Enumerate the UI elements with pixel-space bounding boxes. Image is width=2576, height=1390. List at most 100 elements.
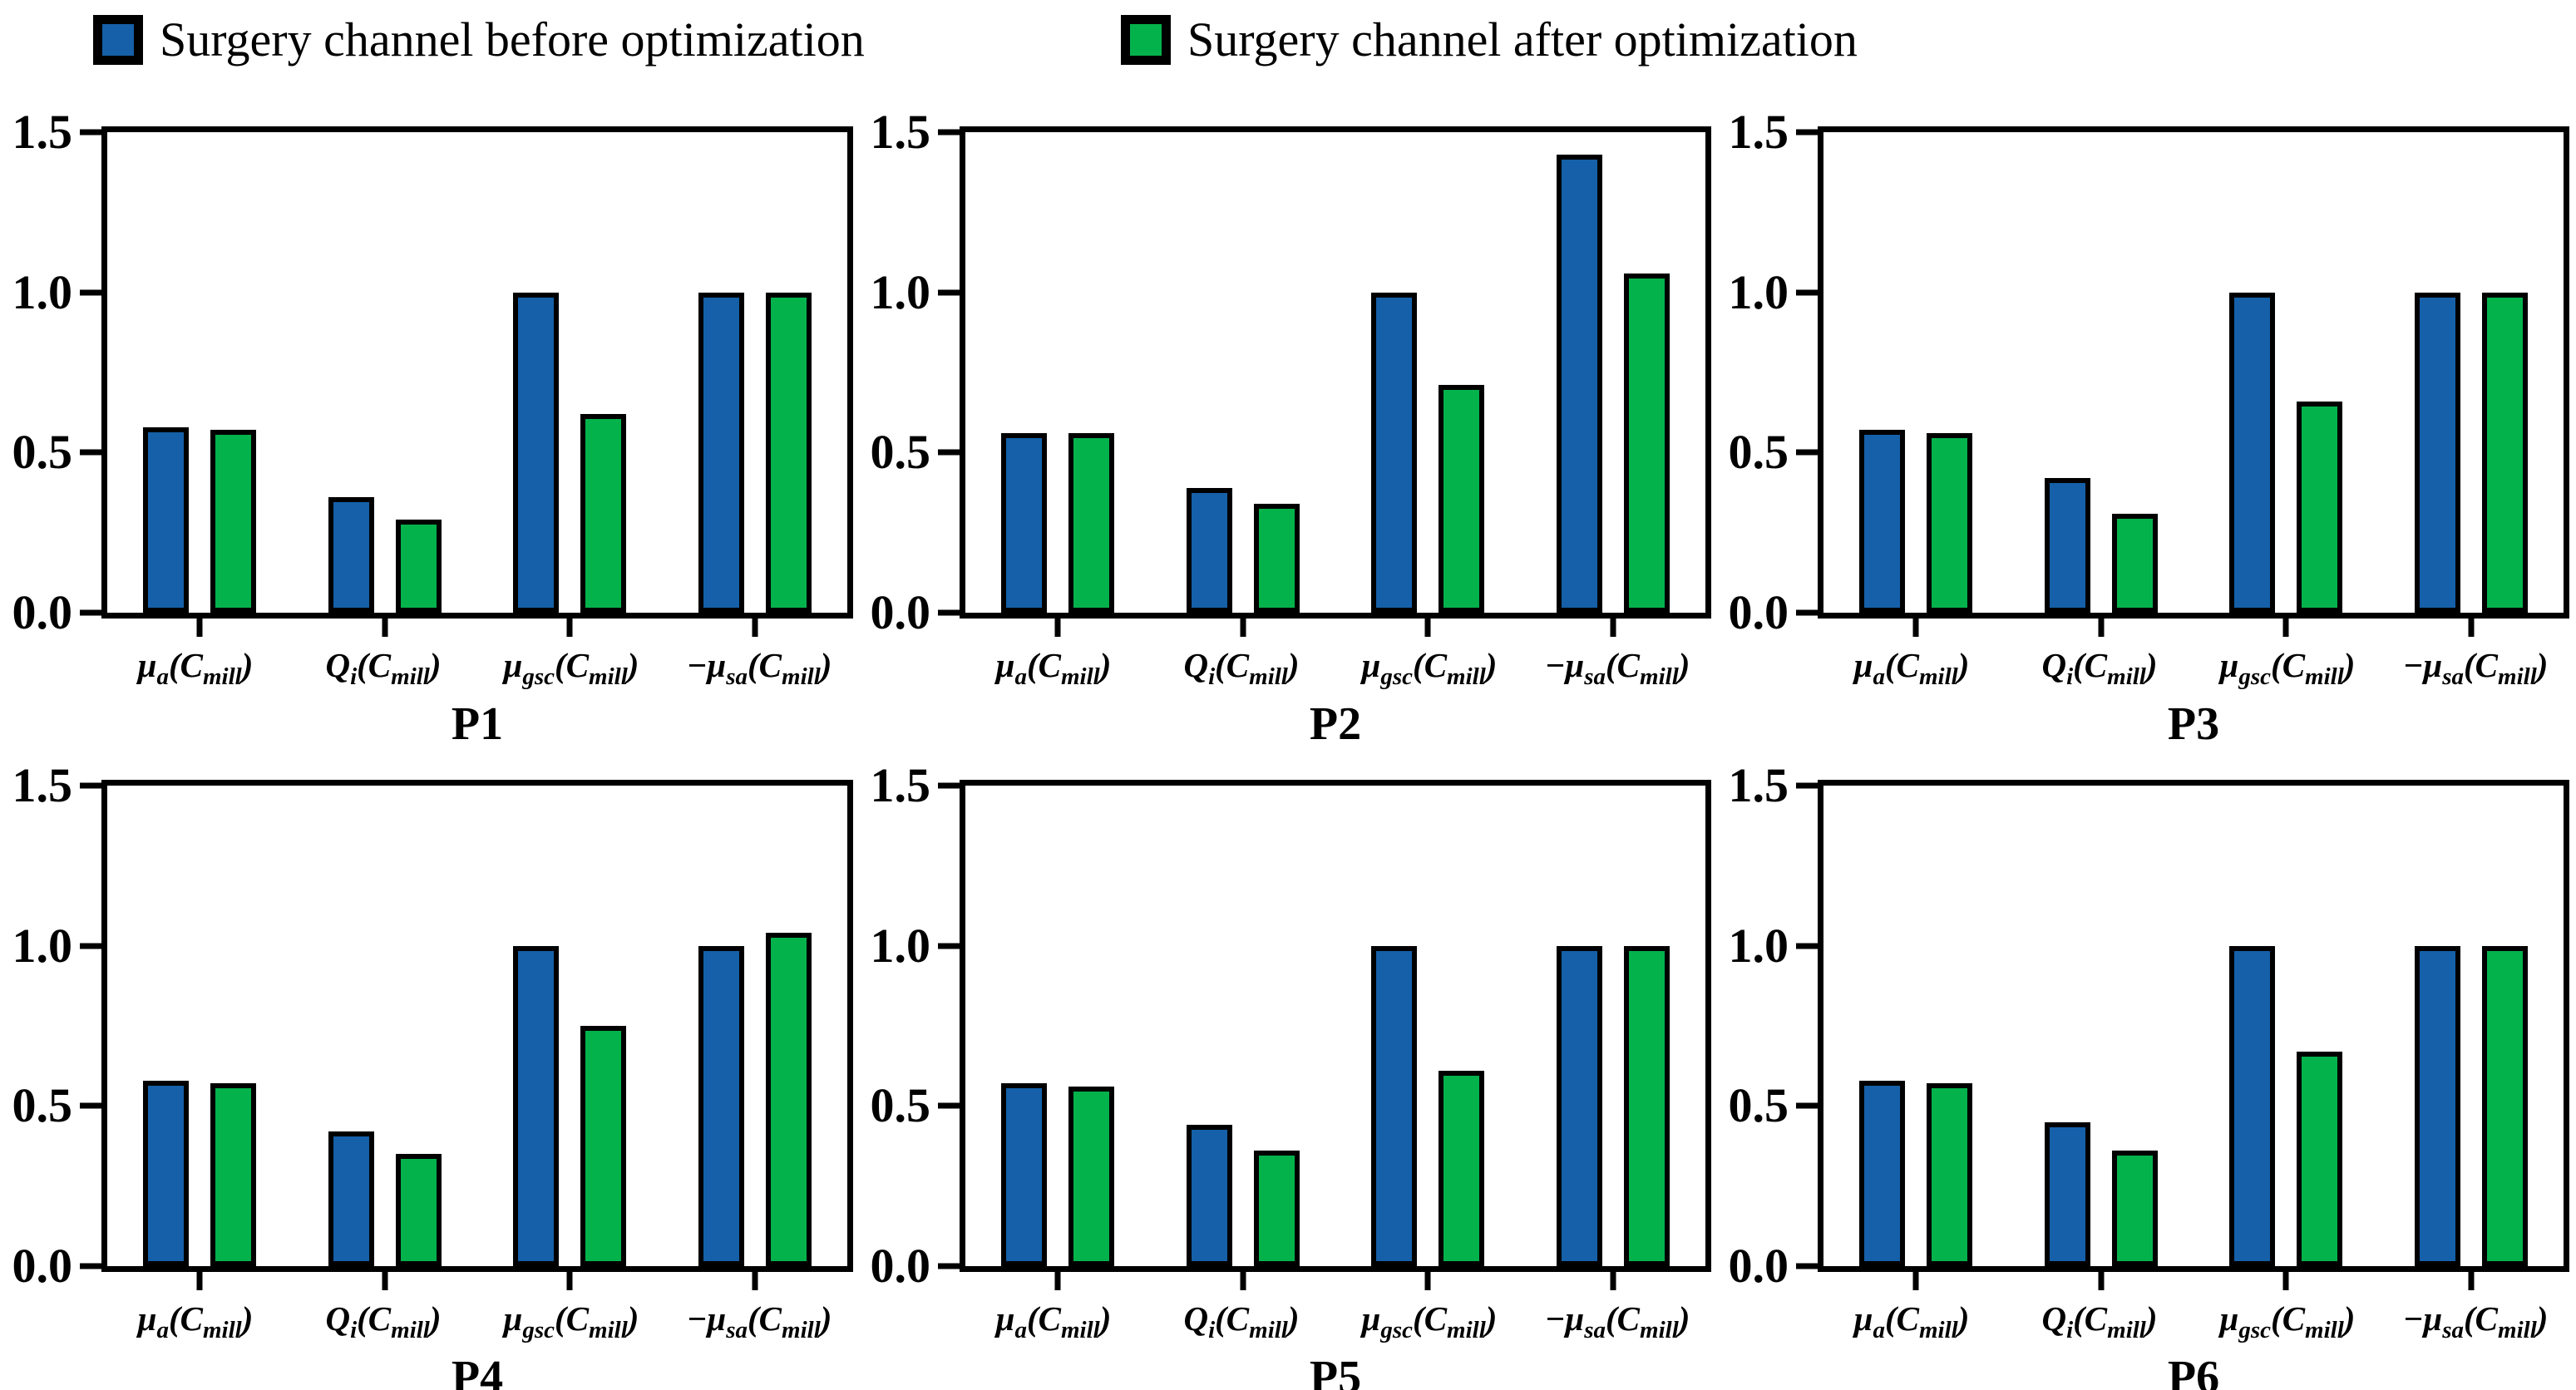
bar-before-optimization — [328, 497, 374, 613]
x-tick-label: −μsa(Cmill) — [686, 1299, 832, 1344]
x-tick-label: Qi(Cmill) — [1183, 646, 1300, 691]
y-tick-label: 1.5 — [12, 105, 73, 159]
x-axis-labels: μa(Cmill) Qi(Cmill) μgsc(Cmill) −μsa(Cmill) — [960, 646, 1711, 691]
bars-container — [107, 132, 848, 637]
x-tick-label: −μsa(Cmill) — [1544, 646, 1690, 691]
y-tick-mark — [1796, 1263, 1818, 1269]
y-tick-mark — [1796, 1102, 1818, 1109]
bar-before-optimization — [513, 292, 560, 613]
x-tick-mark — [566, 1272, 573, 1290]
bar-after-optimization — [2111, 513, 2158, 613]
y-tick-label: 1.5 — [1728, 105, 1789, 159]
x-tick-label: Qi(Cmill) — [325, 1299, 442, 1344]
plot-area: 0.0 0.5 1.0 1.5 — [1729, 762, 2569, 1290]
bar-before-optimization — [328, 1131, 374, 1266]
subplot-title: P2 — [1309, 698, 1362, 751]
y-tick-mark — [1796, 289, 1818, 296]
y-tick-mark — [1796, 129, 1818, 136]
bar-before-optimization — [2044, 478, 2090, 613]
x-tick-mark — [1912, 1272, 1919, 1290]
y-tick-mark — [938, 1263, 960, 1269]
y-tick-mark — [938, 449, 960, 456]
bar-group-2 — [1151, 132, 1336, 637]
bar-group-3 — [1335, 132, 1521, 637]
x-tick-label: μa(Cmill) — [1853, 1299, 1970, 1344]
bar-group-3 — [1335, 786, 1521, 1290]
x-tick-label: Qi(Cmill) — [1183, 1299, 1300, 1344]
bar-after-optimization — [210, 430, 257, 613]
bar-after-optimization — [1927, 1083, 1973, 1266]
y-tick-mark — [938, 1102, 960, 1109]
bar-after-optimization — [1927, 433, 1973, 613]
bar-before-optimization — [1001, 1083, 1048, 1266]
x-tick-label: −μsa(Cmill) — [2402, 1299, 2549, 1344]
y-tick-mark — [938, 609, 960, 616]
bar-before-optimization — [698, 292, 744, 613]
subplot-P1: 0.0 0.5 1.0 1.5 μa(Cmill) Qi(Cmill) μgsc(Cmill… — [0, 83, 858, 750]
y-tick-mark — [1796, 782, 1818, 789]
x-tick-label: μgsc(Cmill) — [2219, 1299, 2356, 1344]
x-tick-label: Qi(Cmill) — [2041, 646, 2158, 691]
x-tick-mark — [1424, 1272, 1431, 1290]
bar-before-optimization — [1859, 1080, 1906, 1266]
bar-group-1 — [107, 132, 293, 637]
x-tick-mark — [566, 619, 573, 637]
bar-group-4 — [2379, 132, 2564, 637]
y-tick-label: 0.0 — [870, 585, 931, 639]
y-tick-mark — [938, 782, 960, 789]
bar-after-optimization — [1068, 433, 1115, 613]
x-tick-mark — [752, 619, 758, 637]
y-tick-mark — [80, 1102, 101, 1109]
bar-after-optimization — [1068, 1087, 1115, 1266]
x-tick-label: μgsc(Cmill) — [1361, 1299, 1498, 1344]
bar-group-2 — [293, 132, 478, 637]
y-tick-label: 0.0 — [1728, 1239, 1789, 1293]
x-tick-label: μgsc(Cmill) — [503, 646, 639, 691]
bar-after-optimization — [1253, 1151, 1300, 1266]
x-tick-mark — [1054, 619, 1061, 637]
y-tick-mark — [1796, 449, 1818, 456]
subplot-P3: 0.0 0.5 1.0 1.5 μa(Cmill) Qi(Cmill) μgsc(Cmill… — [1716, 83, 2574, 750]
subplot-P5: 0.0 0.5 1.0 1.5 μa(Cmill) Qi(Cmill) μgsc(Cmill… — [858, 737, 1716, 1390]
bar-before-optimization — [1186, 1125, 1232, 1266]
x-tick-mark — [196, 1272, 203, 1290]
y-tick-label: 0.0 — [870, 1239, 931, 1293]
y-tick-label: 0.5 — [1728, 1078, 1789, 1133]
x-axis-labels: μa(Cmill) Qi(Cmill) μgsc(Cmill) −μsa(Cmill) — [101, 1299, 853, 1344]
bar-group-1 — [1823, 786, 2009, 1290]
bar-after-optimization — [395, 520, 442, 613]
bar-after-optimization — [1253, 504, 1300, 613]
bar-group-3 — [477, 786, 663, 1290]
x-tick-mark — [1240, 619, 1246, 637]
y-tick-label: 1.0 — [12, 918, 73, 973]
bar-after-optimization — [1439, 385, 1485, 613]
bar-before-optimization — [143, 1080, 190, 1266]
bar-group-2 — [2009, 786, 2194, 1290]
x-tick-label: Qi(Cmill) — [325, 646, 442, 691]
bar-after-optimization — [2297, 401, 2343, 613]
x-tick-label: μa(Cmill) — [995, 646, 1112, 691]
bar-group-1 — [1823, 132, 2009, 637]
legend-label-after: Surgery channel after optimization — [1187, 12, 1858, 67]
x-tick-mark — [1610, 619, 1616, 637]
bar-group-4 — [663, 132, 848, 637]
bar-group-1 — [107, 786, 293, 1290]
subplot-title: P6 — [2167, 1352, 2220, 1390]
legend-swatch-blue — [93, 15, 143, 65]
y-tick-mark — [80, 943, 101, 949]
bar-before-optimization — [1001, 433, 1048, 613]
bar-group-3 — [2194, 786, 2379, 1290]
y-tick-mark — [80, 289, 101, 296]
y-tick-label: 1.0 — [870, 264, 931, 319]
bar-after-optimization — [2481, 945, 2528, 1266]
y-tick-mark — [938, 289, 960, 296]
bar-before-optimization — [1556, 154, 1602, 613]
bar-group-2 — [2009, 132, 2194, 637]
y-tick-label: 0.5 — [12, 425, 73, 480]
bars-container — [1823, 786, 2564, 1290]
bars-container — [107, 786, 847, 1290]
x-tick-label: −μsa(Cmill) — [2402, 646, 2549, 691]
y-tick-mark — [80, 1263, 101, 1269]
y-tick-mark — [80, 782, 101, 789]
